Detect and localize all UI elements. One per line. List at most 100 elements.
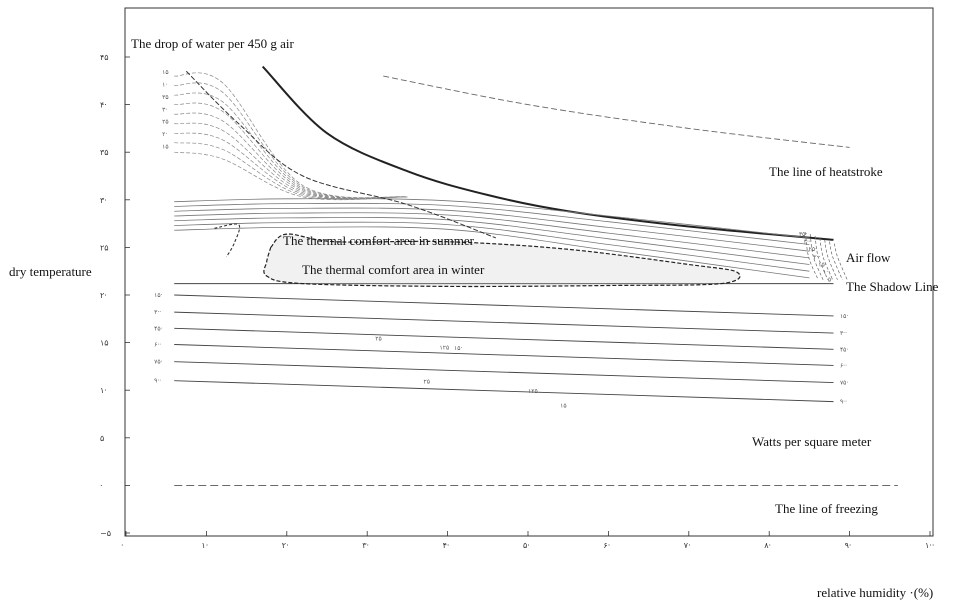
heatstroke-label: The line of heatstroke: [769, 164, 883, 179]
curve-value-labels: ۱۵· ۳·· ۴۵· ۶·· ۷۵· ۹·· ۱۵· ۳·· ۴۵· ۶·· ۷۵· ۹·· ۱۵ ۱·…: [154, 69, 848, 409]
humidity-fan-curve: [174, 151, 408, 201]
shadow-line-label: The Shadow Line: [846, 279, 939, 294]
y-tick-label: ۴·: [100, 101, 107, 110]
radiation-label-right: ۱۵·: [840, 313, 848, 320]
humidity-fan-curve: [174, 142, 408, 200]
upper-left-label: ۲۵: [162, 119, 168, 126]
reference-lines: [174, 65, 898, 486]
wind-arc: [833, 243, 848, 280]
comfort-zones: [214, 223, 741, 288]
upper-left-label: ۱۵: [162, 69, 168, 76]
radiation-label-right: ۹··: [840, 399, 847, 406]
x-tick-label: ۸·: [764, 541, 771, 550]
y-tick-label: ۳۵: [100, 148, 109, 157]
humidity-fan-curve: [174, 122, 408, 200]
air-flow-curve: [174, 207, 810, 252]
humidity-fan-curve: [174, 72, 408, 199]
summer-comfort-label: The thermal comfort area in summer: [283, 233, 475, 248]
air-flow-curve: [174, 226, 810, 279]
y-tick-label: ۳·: [100, 196, 107, 205]
scattered-value-label: ۱۲۵: [440, 344, 450, 351]
freezing-label: The line of freezing: [775, 501, 878, 516]
scattered-value-label: ۲۵: [375, 336, 381, 343]
wind-speed-label: ۵·: [828, 277, 833, 284]
x-tick-label: ۱··: [925, 541, 934, 550]
scattered-value-label: ۱۵: [560, 402, 566, 409]
watts-label: Watts per square meter: [752, 434, 872, 449]
radiation-label-right: ۶··: [840, 362, 847, 369]
wind-speed-label: ۲··: [813, 254, 820, 261]
radiation-line: [174, 311, 834, 334]
upper-left-label: ۲·: [162, 131, 167, 138]
x-tick-label: ۴·: [443, 541, 450, 550]
upper-left-label: ۳۵: [162, 94, 168, 101]
scattered-value-label: ۱۵·: [454, 345, 462, 352]
x-tick-label: ·: [121, 541, 124, 550]
radiation-label-left: ۴۵·: [154, 325, 162, 332]
radiation-line: [174, 344, 834, 366]
air-flow-label: Air flow: [846, 250, 891, 265]
y-tick-label: ۲·: [100, 291, 107, 300]
humidity-fan-curve: [174, 82, 408, 199]
radiation-label-left: ۹··: [154, 378, 161, 385]
humidity-fan-curve: [174, 92, 408, 199]
x-tick-label: ۵·: [523, 541, 530, 550]
wind-arc: [824, 239, 838, 280]
y-tick-label: ۵: [100, 434, 104, 443]
air-flow-curve: [174, 217, 810, 265]
humidity-fan-curve: [174, 112, 408, 199]
x-tick-label: ۶·: [603, 541, 610, 550]
wind-speed-label: ۲۵·: [809, 246, 817, 253]
wind-arc: [829, 241, 843, 280]
air-flow-curve: [174, 202, 810, 245]
x-tick-label: ۷·: [684, 541, 691, 550]
x-tick-label: ۲·: [282, 541, 289, 550]
wind-speed-label: ۳۵·: [799, 231, 807, 238]
temperature-curves: [174, 70, 848, 280]
wind-speed-label: ۱··: [823, 269, 830, 276]
radiation-label-right: ۳··: [840, 330, 847, 337]
y-tick-label: ۱·: [100, 386, 107, 395]
radiation-label-left: ۳··: [154, 309, 161, 316]
upper-dashed-curve: [383, 75, 850, 148]
scattered-value-label: ۱۲۵: [528, 388, 538, 395]
air-flow-curve: [174, 212, 810, 259]
upper-left-label: ۱·: [162, 82, 167, 89]
wind-speed-label: ۱۵·: [818, 261, 826, 268]
radiation-line: [174, 294, 834, 317]
air-flow-curve: [174, 221, 810, 272]
scattered-value-label: ۲۵: [423, 379, 429, 386]
x-tick-label: ۳·: [362, 541, 369, 550]
y-tick-label: ·: [100, 481, 103, 490]
humidity-fan-curve: [174, 132, 408, 200]
upper-left-label: ۳·: [162, 106, 167, 113]
radiation-label-left: ۷۵·: [154, 359, 162, 366]
radiation-label-right: ۴۵·: [840, 346, 848, 353]
x-tick-label: ۱·: [201, 541, 208, 550]
wind-arc: [809, 234, 824, 280]
x-tick-label: ۹·: [845, 541, 852, 550]
axis-ticks: · ۱· ۲· ۳· ۴· ۵· ۶· ۷· ۸· ۹· ۱·· −۵ · ۵ ۱· ۱۵ ۲· ۲۵ ۳· ۳۵ ۴·…: [100, 53, 934, 550]
y-tick-label: −۵: [100, 529, 111, 538]
radiation-line: [174, 380, 834, 403]
radiation-line: [174, 327, 834, 350]
radiation-label-right: ۷۵·: [840, 380, 848, 387]
steep-dashed-curve: [185, 70, 496, 239]
wind-speed-label: ۳··: [804, 239, 811, 246]
wind-arc: [814, 235, 829, 280]
radiation-line: [174, 361, 834, 384]
y-tick-label: ۴۵: [100, 53, 109, 62]
water-drop-label: The drop of water per 450 g air: [131, 36, 294, 51]
air-flow-curve: [174, 198, 810, 239]
x-axis-label: relative humidity ·(%): [817, 585, 933, 600]
radiation-label-left: ۶··: [154, 342, 161, 349]
summer-comfort-zone: [263, 233, 741, 288]
wind-arc: [805, 232, 819, 280]
y-tick-label: ۱۵: [100, 339, 109, 348]
upper-left-label: ۱۵: [162, 143, 168, 150]
winter-comfort-arc: [214, 223, 241, 258]
radiation-label-left: ۱۵·: [154, 292, 162, 299]
chart-frame: [124, 7, 934, 537]
winter-comfort-label: The thermal comfort area in winter: [302, 262, 485, 277]
